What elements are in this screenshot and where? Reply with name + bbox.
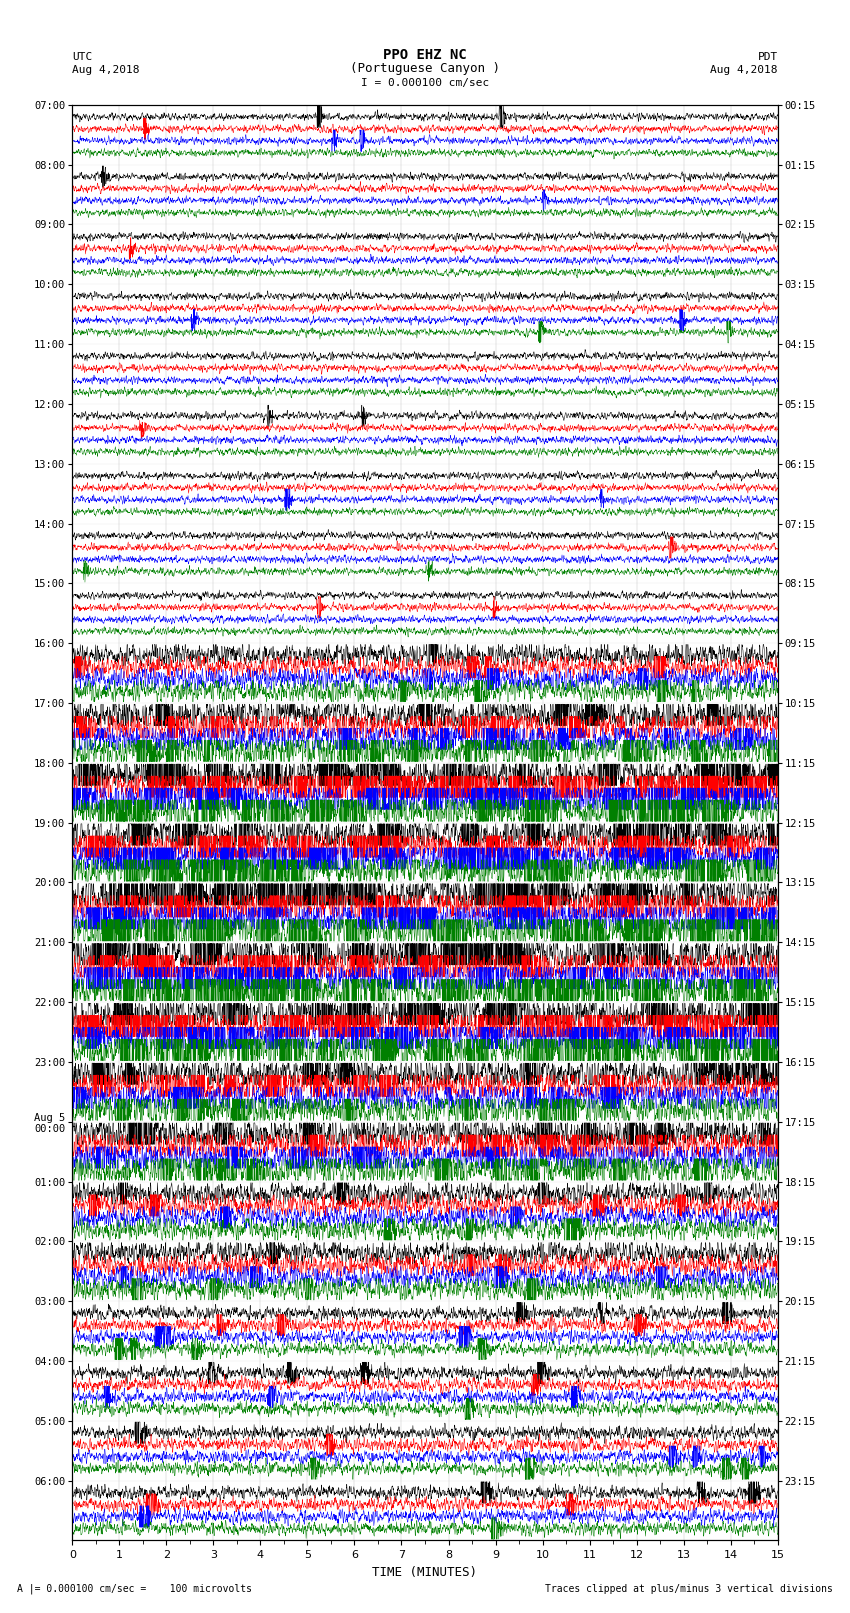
X-axis label: TIME (MINUTES): TIME (MINUTES) <box>372 1566 478 1579</box>
Text: PDT: PDT <box>757 52 778 63</box>
Text: PPO EHZ NC: PPO EHZ NC <box>383 48 467 63</box>
Text: Traces clipped at plus/minus 3 vertical divisions: Traces clipped at plus/minus 3 vertical … <box>545 1584 833 1594</box>
Text: Aug 4,2018: Aug 4,2018 <box>711 65 778 76</box>
Text: (Portuguese Canyon ): (Portuguese Canyon ) <box>350 61 500 76</box>
Text: A |= 0.000100 cm/sec =    100 microvolts: A |= 0.000100 cm/sec = 100 microvolts <box>17 1582 252 1594</box>
Text: UTC: UTC <box>72 52 93 63</box>
Text: I = 0.000100 cm/sec: I = 0.000100 cm/sec <box>361 77 489 87</box>
Text: Aug 4,2018: Aug 4,2018 <box>72 65 139 76</box>
